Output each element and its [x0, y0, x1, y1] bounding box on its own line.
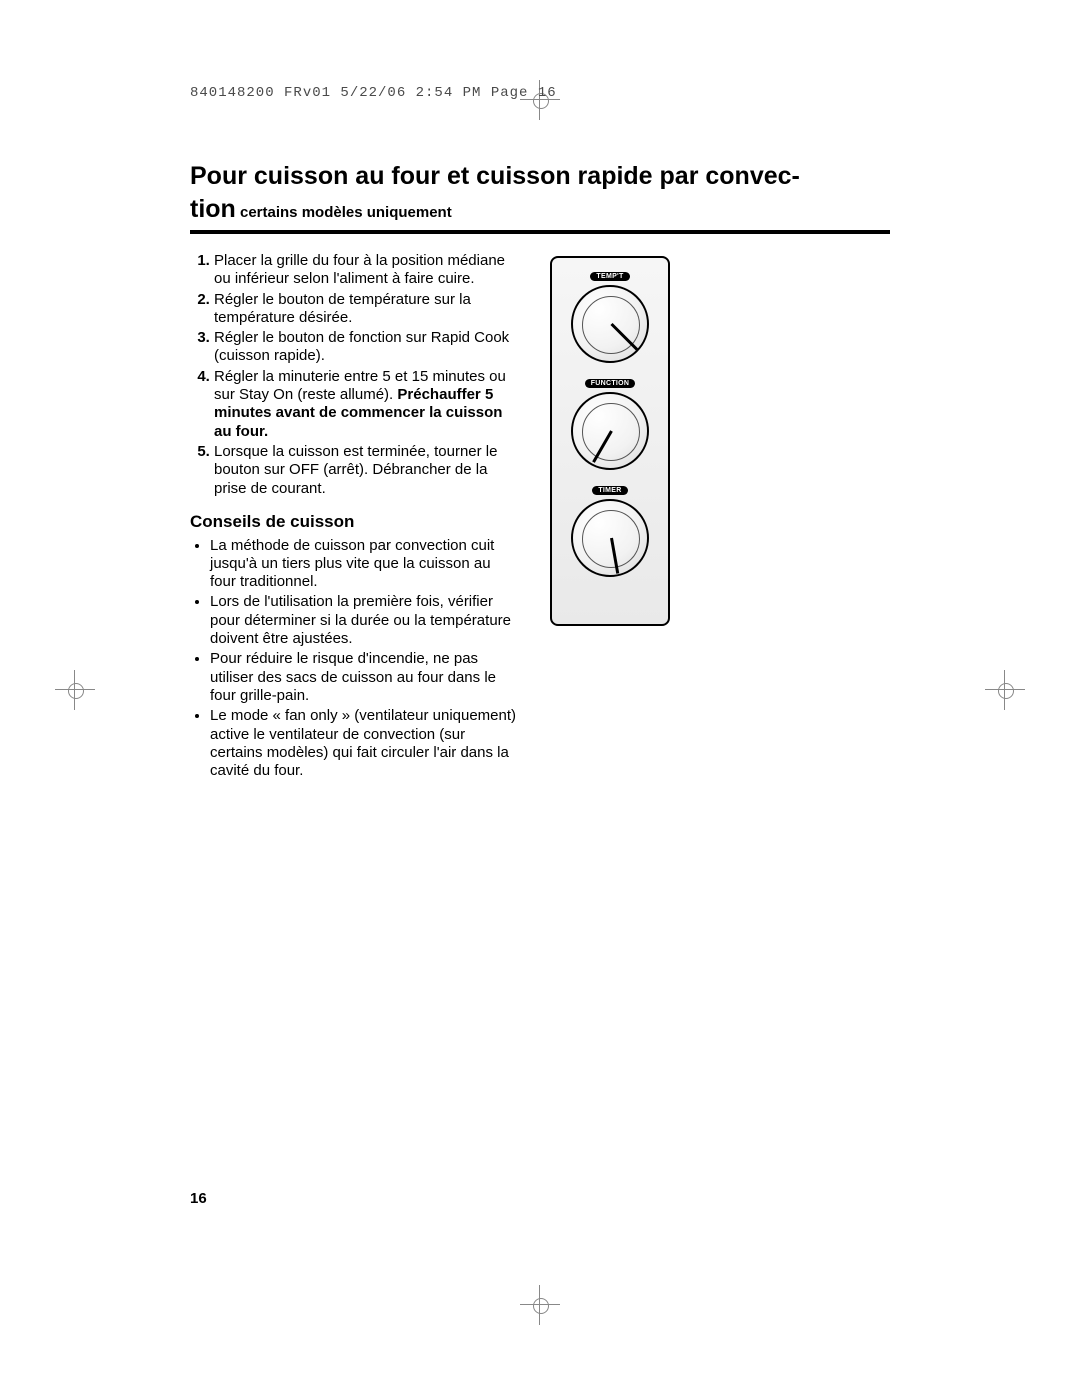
step-5: Lorsque la cuisson est terminée, tourner… [214, 443, 520, 498]
crop-mark-right [985, 670, 1025, 710]
tip-2: Lors de l'utilisation la première fois, … [210, 593, 520, 648]
control-panel-illustration: TEMP'T FUNCTION TIMER [550, 256, 670, 626]
steps-list: Placer la grille du four à la position m… [190, 252, 520, 498]
dial-timer [571, 499, 649, 577]
tip-3: Pour réduire le risque d'incendie, ne pa… [210, 650, 520, 705]
dial-function [571, 392, 649, 470]
section-title-line2-big: tion [190, 195, 236, 223]
dial-temp [571, 285, 649, 363]
page-number: 16 [190, 1190, 207, 1207]
step-4: Régler la minuterie entre 5 et 15 minute… [214, 368, 520, 441]
text-column: Placer la grille du four à la position m… [190, 252, 520, 782]
tip-1: La méthode de cuisson par convection cui… [210, 537, 520, 592]
content-columns: Placer la grille du four à la position m… [190, 252, 890, 782]
crop-mark-bottom [520, 1285, 560, 1325]
dial-label-function: FUNCTION [585, 379, 636, 388]
print-slug: 840148200 FRv01 5/22/06 2:54 PM Page 16 [190, 85, 890, 101]
illustration-column: TEMP'T FUNCTION TIMER [550, 252, 690, 626]
dial-label-temp: TEMP'T [590, 272, 629, 281]
step-3: Régler le bouton de fonction sur Rapid C… [214, 329, 520, 366]
dial-label-timer: TIMER [592, 486, 627, 495]
section-title-line2-small: certains modèles uniquement [236, 204, 452, 221]
section-title-line1: Pour cuisson au four et cuisson rapide p… [190, 161, 890, 191]
section-title-line2: tion certains modèles uniquement [190, 195, 890, 224]
crop-mark-left [55, 670, 95, 710]
title-rule [190, 230, 890, 234]
step-2: Régler le bouton de température sur la t… [214, 291, 520, 328]
tip-4: Le mode « fan only » (ventilateur unique… [210, 707, 520, 780]
page-content: 840148200 FRv01 5/22/06 2:54 PM Page 16 … [190, 85, 890, 782]
tips-list: La méthode de cuisson par convection cui… [190, 537, 520, 781]
tips-heading: Conseils de cuisson [190, 512, 520, 533]
step-1: Placer la grille du four à la position m… [214, 252, 520, 289]
